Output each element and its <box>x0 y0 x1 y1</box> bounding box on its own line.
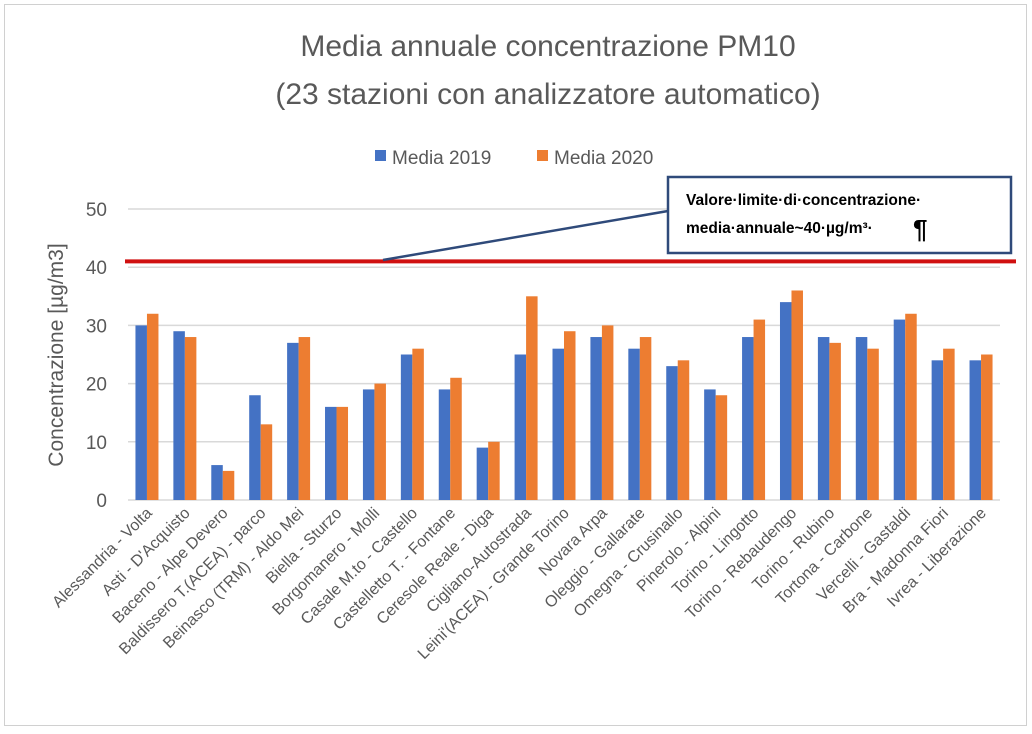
bar-media-2020 <box>564 331 576 500</box>
bar-media-2019 <box>476 447 489 500</box>
bar-media-2020 <box>943 348 955 500</box>
bar-media-2019 <box>552 348 564 500</box>
bar-media-2019 <box>704 389 716 500</box>
bar-media-2020 <box>146 313 159 500</box>
bar-media-2020 <box>412 348 424 500</box>
bar-media-2019 <box>173 331 185 500</box>
bar-media-2020 <box>450 377 462 500</box>
bar-media-2020 <box>222 470 235 500</box>
bar-media-2020 <box>639 337 652 500</box>
bar-media-2019 <box>855 337 868 500</box>
y-tick-label: 0 <box>96 491 107 512</box>
bar-media-2019 <box>514 354 527 500</box>
bar-media-2020 <box>488 441 500 500</box>
bar-media-2019 <box>362 389 375 500</box>
legend-label-2020: Media 2020 <box>554 148 653 169</box>
bar-media-2020 <box>260 424 273 500</box>
bar-media-2019 <box>325 406 337 500</box>
bar-media-2020 <box>601 325 614 500</box>
bar-media-2019 <box>817 337 830 500</box>
bar-media-2020 <box>753 319 766 500</box>
y-tick-label: 30 <box>86 316 107 337</box>
bar-media-2019 <box>893 319 906 500</box>
bar-media-2020 <box>374 383 386 500</box>
bar-media-2019 <box>590 337 602 500</box>
annotation-box <box>666 175 1013 255</box>
bar-media-2019 <box>666 366 678 500</box>
bar-media-2019 <box>969 360 982 500</box>
bar-media-2019 <box>287 342 299 500</box>
bar-media-2019 <box>742 337 754 500</box>
bar-media-2020 <box>298 337 311 500</box>
pilcrow-mark: ¶ <box>913 214 927 244</box>
chart-frame <box>4 4 1027 726</box>
legend: Media 2019 Media 2020 <box>375 148 653 169</box>
annotation-line-1: Valore·limite·di·concentrazione· <box>686 192 921 209</box>
bar-media-2020 <box>715 395 728 500</box>
chart-title-line-2: (23 stazioni con analizzatore automatico… <box>275 78 820 111</box>
legend-swatch-2020 <box>537 150 548 161</box>
bar-media-2019 <box>931 360 944 500</box>
y-axis-label: Concentrazione [µg/m3] <box>45 243 68 466</box>
annotation-line-2: media·annuale~40·µg/m³· <box>686 220 873 237</box>
annotation-connector <box>382 209 669 262</box>
bar-media-2019 <box>135 325 147 500</box>
bar-media-2019 <box>779 302 792 500</box>
bar-media-2020 <box>526 296 538 500</box>
bar-media-2019 <box>400 354 413 500</box>
bar-media-2020 <box>867 348 879 500</box>
legend-label-2019: Media 2019 <box>392 148 491 169</box>
bar-media-2020 <box>677 360 690 500</box>
y-tick-label: 50 <box>86 200 107 221</box>
y-tick-label: 20 <box>86 375 107 396</box>
chart-title-line-1: Media annuale concentrazione PM10 <box>300 30 795 63</box>
y-tick-label: 10 <box>86 433 107 454</box>
bar-media-2019 <box>438 389 451 500</box>
bar-media-2019 <box>211 465 223 500</box>
bar-media-2020 <box>791 290 803 500</box>
bar-media-2019 <box>249 395 261 500</box>
bar-media-2020 <box>184 337 197 500</box>
legend-swatch-2019 <box>375 150 386 161</box>
y-tick-label: 40 <box>86 258 107 279</box>
bar-media-2020 <box>905 313 917 500</box>
bar-media-2020 <box>829 342 841 500</box>
bar-media-2020 <box>981 354 993 500</box>
bar-media-2020 <box>336 406 349 500</box>
bar-media-2019 <box>628 348 640 500</box>
